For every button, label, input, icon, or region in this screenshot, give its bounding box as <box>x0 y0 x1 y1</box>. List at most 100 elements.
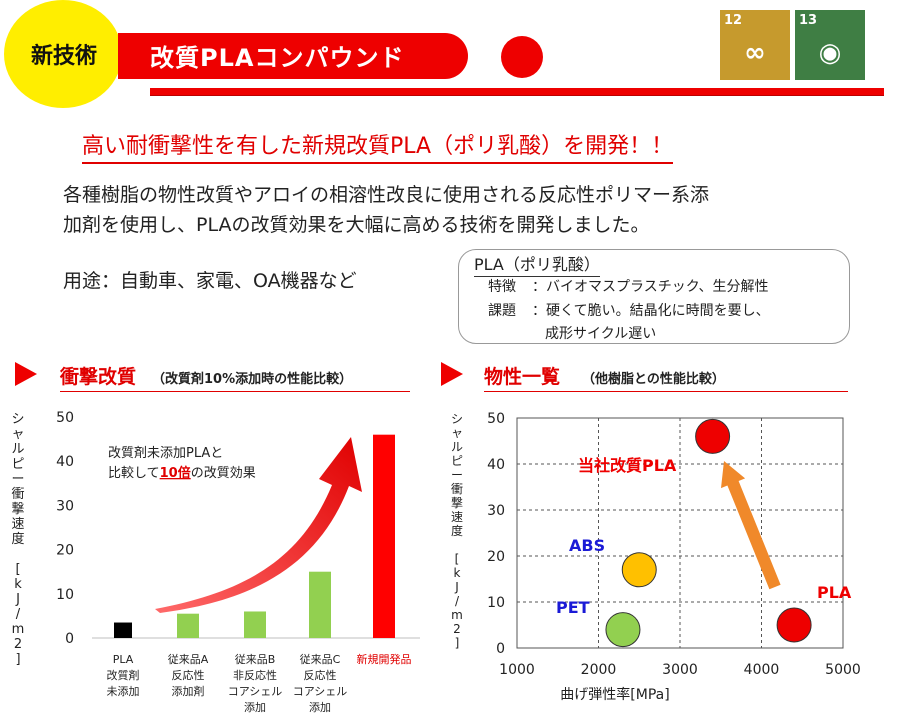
bar-category-label: 添加 <box>309 700 331 714</box>
scatter-y-axis-label: ー <box>451 468 463 482</box>
bar-y-axis-label: ー <box>11 472 24 487</box>
bar-y-axis-label: 撃 <box>11 501 24 517</box>
bar-y-axis-label: 度 <box>11 531 24 547</box>
scatter-y-axis-label: / <box>455 594 460 608</box>
bar-y-axis-label: 速 <box>11 517 24 532</box>
scatter-x-tick-label: 5000 <box>825 662 861 678</box>
bar-category-label: 新規開発品 <box>357 652 412 666</box>
bar-y-axis-label: [ <box>15 562 20 577</box>
pla-row-label: 特徴 <box>488 279 516 295</box>
description-line-1: 各種樹脂の物性改質やアロイの相溶性改良に使用される反応性ポリマー系添 <box>63 184 710 206</box>
bar-y-tick-label: 40 <box>56 454 74 470</box>
scatter-y-axis-label: k <box>454 566 461 580</box>
bar-y-axis-label: 衝 <box>11 487 24 502</box>
section-underline <box>484 391 848 392</box>
bar-y-axis-label: ] <box>15 652 20 667</box>
scatter-y-tick-label: 0 <box>496 641 505 657</box>
scatter-y-tick-label: 40 <box>487 457 505 473</box>
scatter-x-axis-label: 曲げ弾性率[MPa] <box>560 686 669 703</box>
scatter-point-label: PET <box>556 598 590 617</box>
bar-y-axis-label: ル <box>11 442 24 457</box>
bar-y-tick-label: 10 <box>56 587 74 603</box>
pla-row-text: ：バイオマスプラスチック、生分解性 <box>532 279 769 295</box>
new-tech-badge-circle <box>4 0 122 108</box>
sdg-13-badge: 13 ◉ <box>795 10 865 80</box>
scatter-point-label: ABS <box>569 536 605 555</box>
scatter-x-tick-label: 2000 <box>581 662 617 678</box>
bar-category-label: 未添加 <box>107 684 140 698</box>
sdg-12-number: 12 <box>724 13 743 28</box>
scatter-plot-frame <box>516 417 844 649</box>
bar-annotation-line-2: 比較して10倍の改質効果 <box>108 465 256 481</box>
bar-annotation-line-1: 改質剤未添加PLAと <box>108 445 223 461</box>
scatter-point <box>621 552 657 588</box>
headline: 高い耐衝撃性を有した新規改質PLA（ポリ乳酸）を開発！！ <box>82 128 674 164</box>
section-subtitle-properties: （他樹脂との性能比較） <box>582 372 725 387</box>
bar-y-axis-label: m <box>12 622 25 637</box>
bar <box>244 611 266 638</box>
scatter-y-axis-label: J <box>454 580 459 594</box>
scatter-y-axis-label: シ <box>451 412 463 426</box>
section-title-impact: 衝撃改質 <box>60 366 137 388</box>
scatter-point <box>776 607 812 643</box>
bar-y-axis-label: / <box>16 607 21 622</box>
bar-category-label: 反応性 <box>172 668 205 682</box>
scatter-y-axis-label: 2 <box>453 622 461 636</box>
bar-category-label: 非反応性 <box>233 668 277 682</box>
bar-category-label: 改質剤 <box>107 668 140 682</box>
scatter-x-tick-label: 3000 <box>662 662 698 678</box>
bar-y-tick-label: 30 <box>56 498 74 514</box>
section-subtitle-impact: （改質剤10%添加時の性能比較） <box>152 372 353 387</box>
scatter-y-axis-label: 度 <box>451 523 463 538</box>
section-underline <box>60 391 410 392</box>
bar-y-axis-label: ピ <box>11 457 24 472</box>
usage-text: 用途：自動車、家電、OA機器など <box>63 270 357 292</box>
bar-category-label: 添加剤 <box>172 684 205 698</box>
bar-y-axis-label: ャ <box>11 427 24 442</box>
improvement-arrow-icon <box>721 461 781 590</box>
bar-y-axis-label: 2 <box>14 637 22 652</box>
bar-y-tick-label: 50 <box>56 410 74 426</box>
decorative-red-dot <box>501 36 543 78</box>
sdg-13-number: 13 <box>799 13 818 28</box>
scatter-y-tick-label: 10 <box>487 595 505 611</box>
scatter-point <box>695 418 731 454</box>
bar-category-label: コアシェル <box>293 685 348 698</box>
pla-row-text: 成形サイクル遅い <box>545 326 657 342</box>
new-tech-badge: 新技術 <box>30 44 97 69</box>
bar <box>373 434 395 638</box>
bar-category-label: 従来品A <box>168 653 209 666</box>
pla-info-title: PLA（ポリ乳酸） <box>474 251 600 277</box>
scatter-point-label: PLA <box>817 583 852 602</box>
bar <box>114 622 132 638</box>
header-divider-shadow <box>150 95 884 96</box>
scatter-y-axis-label: ャ <box>451 426 463 440</box>
bar <box>177 613 199 638</box>
scatter-y-axis-label: [ <box>455 552 460 566</box>
scatter-x-tick-label: 4000 <box>744 662 780 678</box>
bar-category-label: PLA <box>113 653 134 666</box>
bar-category-label: 添加 <box>244 700 266 714</box>
pla-info-box <box>458 249 850 344</box>
scatter-point <box>605 612 641 648</box>
sdg-12-badge: 12 ∞ <box>720 10 790 80</box>
scatter-y-tick-label: 20 <box>487 549 505 565</box>
bar-category-label: 反応性 <box>304 668 337 682</box>
bar-y-axis-label: J <box>15 592 20 607</box>
page-title: 改質PLAコンパウンド <box>150 44 405 72</box>
header-divider <box>150 88 884 95</box>
bar-category-label: 従来品B <box>235 653 276 666</box>
pla-row-text: ：硬くて脆い。結晶化に時間を要し、 <box>532 303 770 319</box>
bar-y-tick-label: 0 <box>65 631 74 647</box>
scatter-y-axis-label: m <box>451 608 463 622</box>
growth-arrow-icon <box>155 437 362 613</box>
bar-y-axis-label: シ <box>11 412 24 427</box>
bar-category-label: コアシェル <box>228 685 283 698</box>
globe-eye-icon: ◉ <box>818 38 842 68</box>
description-line-2: 加剤を使用し、PLAの改質効果を大幅に高める技術を開発しました。 <box>63 214 650 236</box>
scatter-y-axis-label: 速 <box>451 510 463 524</box>
bar-y-axis-label: k <box>14 577 22 592</box>
